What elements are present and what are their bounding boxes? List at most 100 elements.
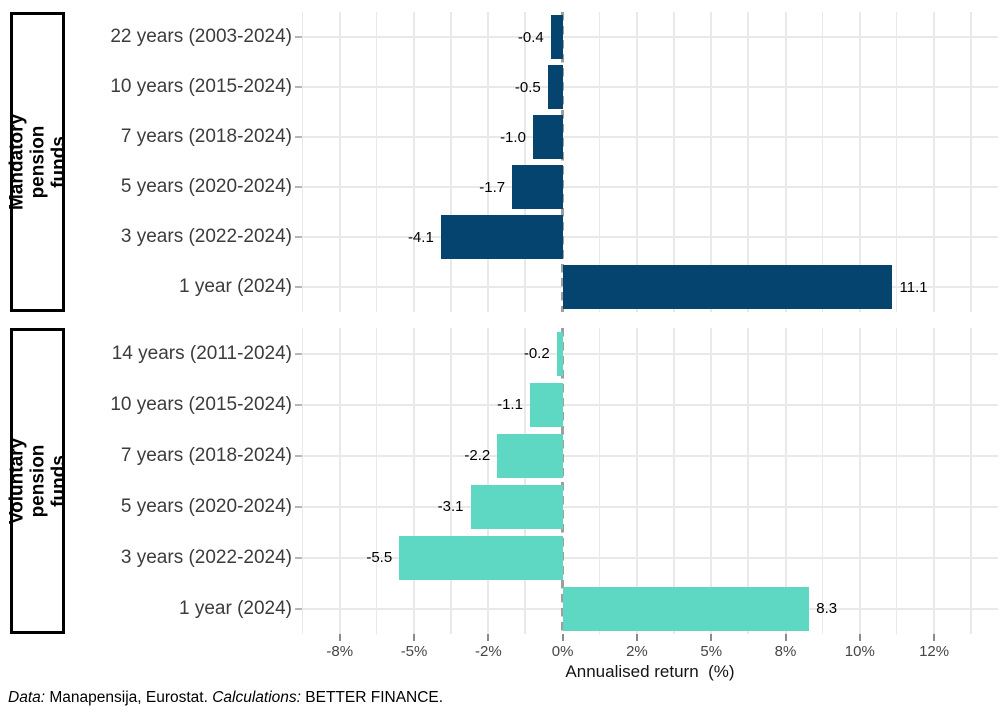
caption-text: Manapensija, Eurostat.: [45, 689, 213, 706]
bar: [512, 165, 563, 209]
x-tick-mark: [338, 634, 341, 641]
source-caption: Data: Manapensija, Eurostat. Calculation…: [8, 689, 443, 707]
gridline-horizontal: [302, 36, 998, 38]
bar-value-label: 8.3: [816, 600, 838, 617]
y-tick-mark: [295, 556, 302, 559]
bar: [399, 535, 563, 580]
facet-mandatory: Mandatory pension funds 22 years (2003-20…: [0, 12, 1008, 312]
gridline-vertical: [375, 328, 378, 634]
gridline-vertical: [487, 12, 490, 312]
gridline-vertical: [450, 12, 452, 312]
gridline-vertical: [524, 12, 526, 312]
x-tick-mark: [487, 634, 490, 641]
gridline-horizontal: [302, 86, 998, 88]
category-label: 1 year (2024): [178, 276, 292, 297]
bar-value-label: -1.0: [500, 128, 526, 146]
gridline-vertical: [858, 328, 861, 634]
zero-reference-line: [561, 328, 565, 634]
gridline-vertical: [784, 328, 787, 634]
gridline-vertical: [933, 328, 936, 634]
bar: [470, 484, 563, 529]
zero-reference-line: [561, 12, 565, 312]
gridline-vertical: [413, 12, 416, 312]
y-tick-mark: [295, 403, 302, 406]
facet-strip: Mandatory pension funds: [6, 12, 69, 312]
bar-value-label: -0.5: [514, 78, 541, 96]
y-tick-mark: [295, 505, 302, 508]
bar: [547, 65, 563, 109]
y-tick-mark: [295, 236, 302, 238]
bar-value-label: -1.1: [497, 396, 523, 413]
y-tick-mark: [295, 286, 302, 288]
gridline-vertical: [747, 328, 749, 634]
x-axis-title: Annualised return (%): [565, 662, 735, 681]
gridline-horizontal: [302, 454, 998, 457]
bar-value-label: -2.2: [464, 447, 491, 464]
gridline-vertical: [413, 328, 416, 634]
x-tick-mark: [710, 634, 713, 641]
bar: [562, 265, 893, 309]
gridline-vertical: [970, 12, 972, 312]
bar-value-label: -0.4: [517, 28, 544, 46]
y-tick-mark: [295, 352, 302, 355]
gridline-horizontal: [302, 352, 998, 355]
x-tick-label: 5%: [700, 643, 723, 660]
category-label: 5 years (2020-2024): [120, 495, 292, 517]
category-label: 10 years (2015-2024): [110, 76, 292, 97]
y-tick-mark: [295, 136, 302, 138]
facet-strip: Voluntary pension funds: [6, 328, 69, 634]
bar-value-label: 11.1: [899, 278, 928, 296]
gridline-vertical: [301, 328, 304, 634]
gridline-vertical: [821, 328, 824, 634]
gridline-vertical: [635, 12, 638, 312]
caption-text: BETTER FINANCE.: [300, 689, 444, 706]
bar-value-label: -1.7: [479, 178, 506, 196]
bar: [532, 115, 563, 159]
gridline-vertical: [933, 12, 936, 312]
bar-value-label: -0.2: [523, 345, 550, 362]
y-tick-mark: [295, 36, 302, 38]
bar: [550, 15, 563, 59]
bar: [562, 586, 810, 631]
gridline-vertical: [673, 328, 675, 634]
category-label: 3 years (2022-2024): [120, 546, 292, 568]
bar: [529, 382, 563, 427]
category-label: 1 year (2024): [178, 597, 292, 619]
x-tick-mark: [635, 634, 638, 641]
gridline-vertical: [375, 12, 378, 312]
x-tick-label: 8%: [774, 643, 797, 660]
gridline-horizontal: [302, 505, 998, 508]
gridline-vertical: [821, 12, 824, 312]
x-tick-mark: [933, 634, 936, 641]
gridline-vertical: [895, 328, 898, 634]
gridline-horizontal: [302, 556, 998, 559]
gridline-vertical: [524, 328, 526, 634]
gridline-vertical: [747, 12, 749, 312]
x-tick-label: -5%: [400, 643, 428, 660]
category-label: 5 years (2020-2024): [120, 176, 292, 197]
bar-value-label: -4.1: [407, 228, 434, 246]
x-tick-mark: [561, 634, 564, 641]
gridline-horizontal: [302, 236, 998, 238]
y-tick-mark: [295, 186, 302, 188]
gridline-vertical: [598, 328, 601, 634]
gridline-vertical: [710, 12, 713, 312]
category-label: 14 years (2011-2024): [111, 342, 292, 364]
plot-area: -0.4 -0.5 -1.0 -1.7 -4.1 11.1: [301, 12, 998, 312]
y-tick-mark: [295, 454, 302, 457]
category-label: 22 years (2003-2024): [110, 26, 292, 47]
bar-value-label: -5.5: [366, 549, 393, 566]
caption-label: Calculations:: [212, 689, 301, 706]
gridline-vertical: [487, 328, 490, 634]
gridline-vertical: [784, 12, 787, 312]
x-tick-mark: [858, 634, 861, 641]
gridline-horizontal: [302, 186, 998, 188]
x-tick-label: -8%: [326, 643, 354, 660]
bar: [497, 433, 563, 478]
caption-label: Data:: [8, 689, 46, 706]
y-tick-mark: [295, 86, 302, 88]
gridline-vertical: [338, 12, 341, 312]
gridline-vertical: [598, 12, 601, 312]
gridline-vertical: [970, 328, 972, 634]
gridline-horizontal: [302, 403, 998, 406]
